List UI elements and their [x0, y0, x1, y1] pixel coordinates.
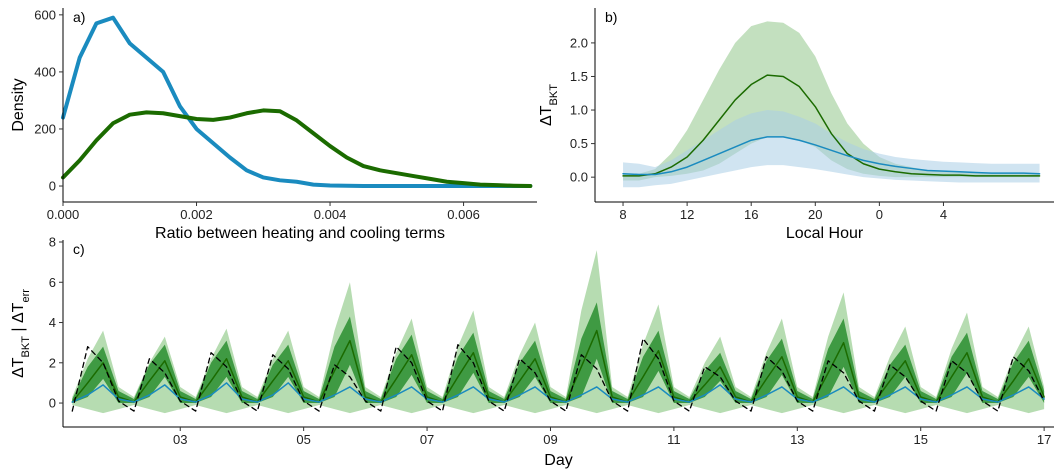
x-tick-label: 16 [744, 207, 758, 222]
y-tick-label: 0.5 [570, 136, 588, 151]
y-tick-label: 1.0 [570, 103, 588, 118]
series-line [622, 74, 1041, 177]
x-axis-title: Day [544, 452, 572, 469]
x-tick-label: 03 [173, 432, 187, 447]
band [623, 110, 1040, 188]
y-axis-title-part: BKT [548, 84, 560, 106]
y-tick-label: 0 [49, 396, 56, 411]
x-tick-label: 8 [619, 207, 626, 222]
y-axis-title-part: Density [10, 78, 27, 131]
x-tick-label: 4 [940, 207, 947, 222]
band [72, 302, 1045, 404]
x-tick-label: 17 [1037, 432, 1051, 447]
series-line [61, 15, 533, 189]
series-line [71, 329, 1045, 403]
x-tick-label: 15 [913, 432, 927, 447]
x-tick-label: 0.002 [180, 207, 213, 222]
y-tick-label: 400 [34, 64, 56, 79]
y-axis-title-part: err [20, 289, 32, 303]
y-tick-label: 0.0 [570, 170, 588, 185]
series-line [71, 382, 1045, 403]
x-tick-label: 20 [808, 207, 822, 222]
y-axis-title-part: ΔT [538, 105, 555, 126]
y-axis-title: ΔTBKT [538, 84, 560, 126]
x-tick-label: 13 [790, 432, 804, 447]
series-line [61, 108, 533, 189]
x-tick-label: 07 [420, 432, 434, 447]
panel-label: b) [605, 9, 617, 25]
y-tick-label: 2.0 [570, 35, 588, 50]
panel-label: c) [73, 241, 85, 257]
y-tick-label: 2 [49, 355, 56, 370]
x-tick-label: 0 [876, 207, 883, 222]
y-axis-title-part: ΔT [10, 357, 27, 378]
x-tick-label: 09 [543, 432, 557, 447]
x-tick-label: 0.004 [314, 207, 347, 222]
y-tick-label: 200 [34, 121, 56, 136]
y-tick-label: 600 [34, 7, 56, 22]
x-tick-label: 05 [296, 432, 310, 447]
x-axis-title: Ratio between heating and cooling terms [155, 225, 445, 242]
series-line [622, 136, 1041, 176]
y-tick-label: 8 [49, 235, 56, 250]
y-axis-title-part: BKT [20, 336, 32, 358]
y-tick-label: 6 [49, 275, 56, 290]
x-axis-title: Local Hour [786, 225, 864, 242]
x-tick-label: 12 [680, 207, 694, 222]
y-tick-label: 1.5 [570, 69, 588, 84]
y-axis-title: ΔTBKT | ΔTerr [10, 289, 32, 378]
y-axis-title-part: | ΔT [10, 302, 27, 336]
x-tick-label: 0.006 [447, 207, 480, 222]
panel-label: a) [73, 9, 85, 25]
y-tick-label: 4 [49, 315, 56, 330]
series-line [71, 337, 1045, 412]
x-tick-label: 11 [667, 432, 681, 447]
x-tick-label: 0.000 [47, 207, 80, 222]
y-axis-title: Density [10, 78, 27, 131]
y-tick-label: 0 [49, 179, 56, 194]
